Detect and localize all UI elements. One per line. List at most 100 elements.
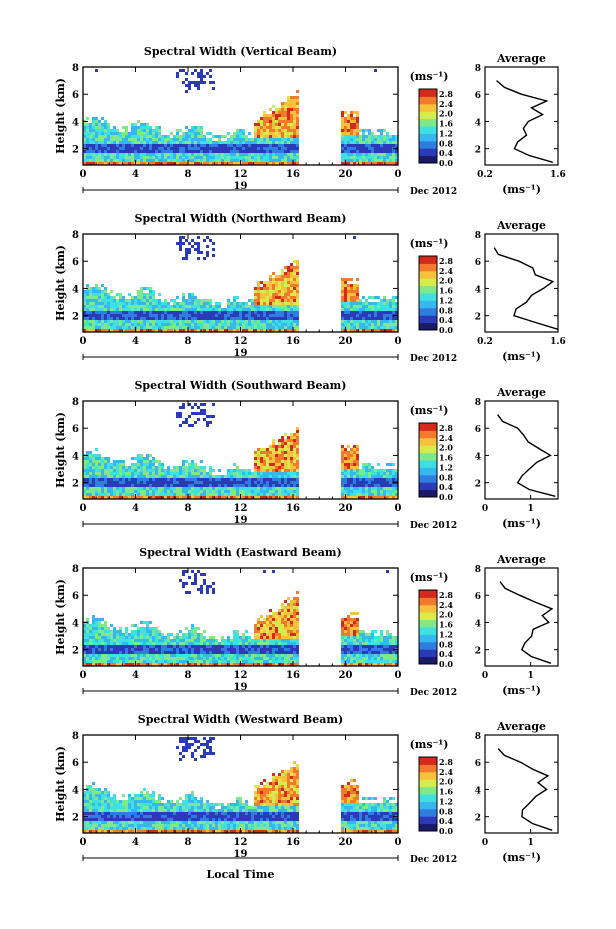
heatmap-cell bbox=[263, 129, 266, 132]
heatmap-cell bbox=[191, 141, 194, 144]
heatmap-cell bbox=[386, 147, 389, 150]
heatmap-cell bbox=[101, 314, 104, 317]
heatmap-cell bbox=[158, 466, 161, 469]
heatmap-cell bbox=[386, 475, 389, 478]
heatmap-cell bbox=[251, 162, 254, 165]
heatmap-cell bbox=[176, 305, 179, 308]
heatmap-cell bbox=[281, 320, 284, 323]
heatmap-cell bbox=[266, 457, 269, 460]
heatmap-cell bbox=[236, 642, 239, 645]
heatmap-cell bbox=[203, 573, 206, 576]
heatmap-cell bbox=[104, 630, 107, 633]
heatmap-cell bbox=[260, 305, 263, 308]
heatmap-cell bbox=[206, 591, 209, 594]
heatmap-cell bbox=[212, 314, 215, 317]
heatmap-cell bbox=[137, 630, 140, 633]
heatmap-cell bbox=[146, 496, 149, 499]
heatmap-cell bbox=[257, 299, 260, 302]
heatmap-cell bbox=[146, 487, 149, 490]
heatmap-cell bbox=[185, 475, 188, 478]
heatmap-cell bbox=[371, 132, 374, 135]
heatmap-cell bbox=[110, 296, 113, 299]
heatmap-cell bbox=[392, 469, 395, 472]
heatmap-cell bbox=[371, 144, 374, 147]
heatmap-cell bbox=[197, 633, 200, 636]
heatmap-cell bbox=[116, 654, 119, 657]
heatmap-cell bbox=[98, 308, 101, 311]
heatmap-cell bbox=[254, 293, 257, 296]
heatmap-cell bbox=[269, 156, 272, 159]
heatmap-cell bbox=[107, 317, 110, 320]
heatmap-cell bbox=[380, 153, 383, 156]
heatmap-cell bbox=[95, 493, 98, 496]
heatmap-cell bbox=[275, 135, 278, 138]
heatmap-cell bbox=[353, 320, 356, 323]
heatmap-cell bbox=[257, 660, 260, 663]
heatmap-cell bbox=[185, 466, 188, 469]
heatmap-cell bbox=[263, 302, 266, 305]
heatmap-cell bbox=[221, 663, 224, 666]
heatmap-cell bbox=[188, 308, 191, 311]
heatmap-cell bbox=[128, 329, 131, 332]
heatmap-cell bbox=[152, 296, 155, 299]
heatmap-cell bbox=[107, 162, 110, 165]
heatmap-cell bbox=[125, 481, 128, 484]
heatmap-cell bbox=[86, 630, 89, 633]
heatmap-cell bbox=[290, 317, 293, 320]
heatmap-cell bbox=[227, 323, 230, 326]
heatmap-cell bbox=[158, 478, 161, 481]
heatmap-cell bbox=[155, 317, 158, 320]
heatmap-cell bbox=[197, 627, 200, 630]
heatmap-cell bbox=[173, 636, 176, 639]
heatmap-cell bbox=[143, 481, 146, 484]
heatmap-cell bbox=[293, 478, 296, 481]
heatmap-cell bbox=[374, 305, 377, 308]
heatmap-cell bbox=[167, 329, 170, 332]
colorbar-tick-label: 2.4 bbox=[439, 433, 453, 443]
heatmap-cell bbox=[272, 493, 275, 496]
heatmap-cell bbox=[260, 487, 263, 490]
heatmap-cell bbox=[125, 302, 128, 305]
heatmap-cell bbox=[236, 660, 239, 663]
heatmap-cell bbox=[284, 162, 287, 165]
heatmap-cell bbox=[89, 141, 92, 144]
heatmap-cell bbox=[98, 329, 101, 332]
heatmap-cell bbox=[125, 490, 128, 493]
heatmap-cell bbox=[272, 466, 275, 469]
heatmap-cell bbox=[278, 135, 281, 138]
heatmap-cell bbox=[242, 147, 245, 150]
heatmap-cell bbox=[260, 299, 263, 302]
heatmap-cell bbox=[275, 457, 278, 460]
heatmap-cell bbox=[275, 287, 278, 290]
heatmap-cell bbox=[275, 466, 278, 469]
heatmap-cell bbox=[92, 311, 95, 314]
heatmap-cell bbox=[269, 284, 272, 287]
heatmap-cell bbox=[92, 630, 95, 633]
heatmap-cell bbox=[170, 487, 173, 490]
heatmap-cell bbox=[146, 475, 149, 478]
heatmap-cell bbox=[182, 633, 185, 636]
heatmap-cell bbox=[287, 141, 290, 144]
heatmap-cell bbox=[110, 308, 113, 311]
heatmap-cell bbox=[200, 138, 203, 141]
heatmap-cell bbox=[356, 138, 359, 141]
panel-2: Spectral Width (Northward Beam)0 4 8 12 16 20… bbox=[54, 212, 566, 364]
heatmap-cell bbox=[377, 150, 380, 153]
heatmap-cell bbox=[224, 320, 227, 323]
heatmap-cell bbox=[209, 317, 212, 320]
heatmap-cell bbox=[272, 302, 275, 305]
heatmap-cell bbox=[140, 469, 143, 472]
heatmap-cell bbox=[194, 484, 197, 487]
heatmap-cell bbox=[356, 311, 359, 314]
heatmap-cell bbox=[137, 326, 140, 329]
heatmap-cell bbox=[296, 162, 299, 165]
heatmap-cell bbox=[200, 633, 203, 636]
heatmap-cell bbox=[389, 302, 392, 305]
heatmap-cell bbox=[95, 618, 98, 621]
heatmap-cell bbox=[101, 618, 104, 621]
heatmap-cell bbox=[182, 323, 185, 326]
heatmap-cell bbox=[86, 487, 89, 490]
heatmap-cell bbox=[380, 320, 383, 323]
heatmap-cell bbox=[236, 311, 239, 314]
heatmap-cell bbox=[137, 305, 140, 308]
